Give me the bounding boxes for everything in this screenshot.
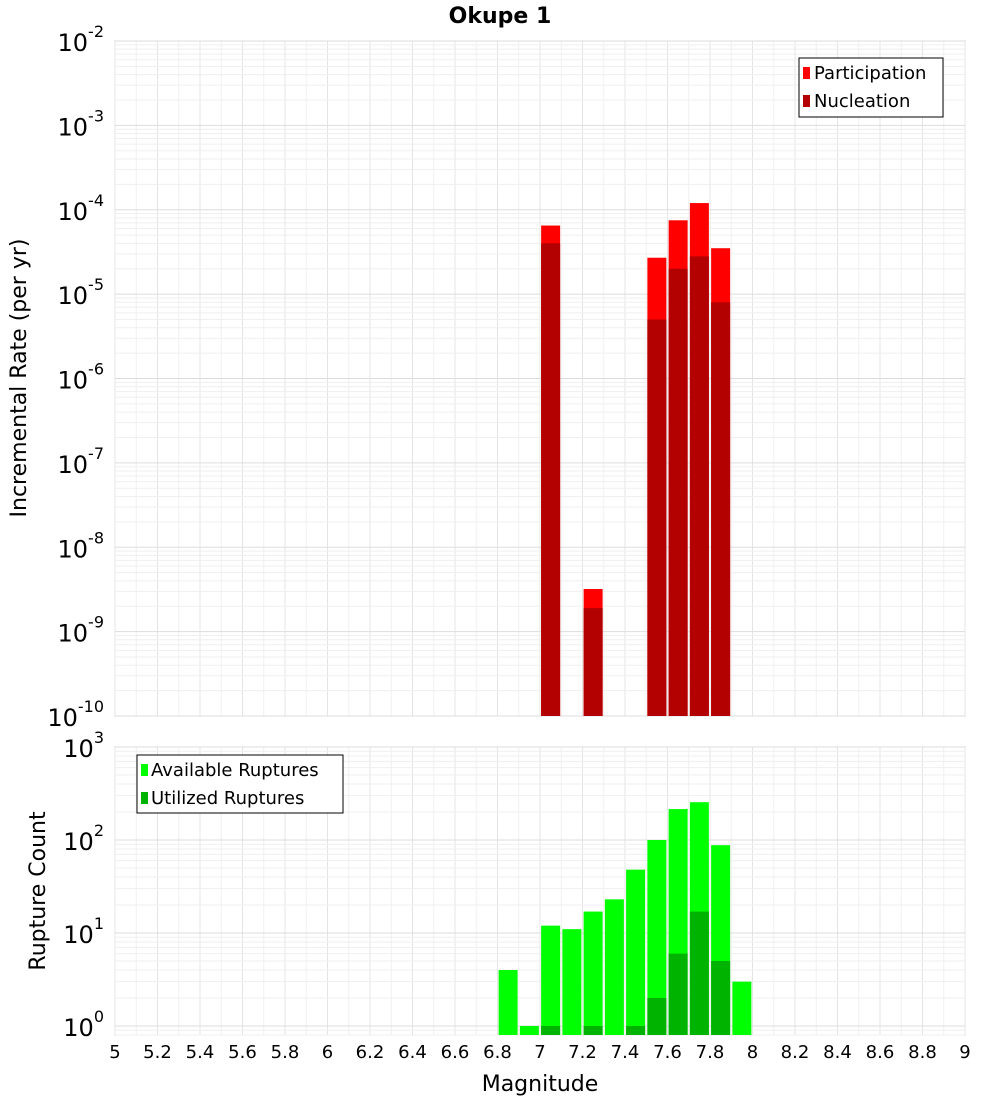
y-tick-label: 10-2	[58, 22, 105, 57]
legend-swatch-utilized	[141, 792, 148, 804]
x-tick-label: 5.4	[186, 1042, 215, 1063]
y-tick-label: 102	[63, 821, 104, 856]
x-tick-label: 6.6	[441, 1042, 470, 1063]
x-tick-label: 8.6	[866, 1042, 895, 1063]
count-bar-utilized-ruptures	[668, 953, 688, 1035]
count-bar-available-ruptures	[498, 969, 518, 1035]
count-bar-available-ruptures	[647, 839, 667, 1035]
y-tick-label: 10-4	[58, 191, 105, 226]
bottom-panel: 100 101 102 103 5 5.2 5.4 5.6 5.8 6 6.2 6.4 6.6 6.8 7…	[26, 728, 971, 1097]
count-bar-utilized-ruptures	[689, 911, 709, 1035]
y-tick-label: 10-5	[58, 275, 105, 310]
x-tick-label: 8.2	[781, 1042, 810, 1063]
rate-bar-nucleation	[689, 256, 709, 716]
count-bar-utilized-ruptures	[647, 997, 667, 1035]
y-tick-label: 10-10	[47, 697, 104, 732]
y-tick-label: 10-9	[58, 613, 105, 648]
rate-bar-nucleation	[711, 302, 731, 716]
bottom-bars	[498, 802, 752, 1035]
count-bar-available-ruptures	[519, 1025, 539, 1035]
top-legend: Participation Nucleation	[798, 57, 944, 118]
x-tick-label: 5.2	[143, 1042, 172, 1063]
rate-bar-nucleation	[541, 243, 561, 717]
rate-bar-nucleation	[647, 319, 667, 716]
count-bar-available-ruptures	[562, 929, 582, 1035]
count-bar-available-ruptures	[541, 925, 561, 1035]
x-tick-label: 8	[747, 1042, 758, 1063]
legend-swatch-participation	[803, 67, 810, 79]
y-tick-label: 10-3	[58, 106, 105, 141]
x-tick-label: 7.6	[653, 1042, 682, 1063]
x-tick-label: 9	[959, 1042, 970, 1063]
top-panel: 10-10 10-9 10-8 10-7 10-6 10-5 10-4 10-3 10-2 In…	[7, 22, 966, 732]
count-bar-utilized-ruptures	[711, 960, 731, 1035]
x-axis-label: Magnitude	[482, 1072, 599, 1097]
count-bar-available-ruptures	[626, 869, 646, 1035]
x-tick-label: 5.8	[271, 1042, 300, 1063]
bottom-legend: Available Ruptures Utilized Ruptures	[136, 754, 344, 814]
legend-label-utilized: Utilized Ruptures	[151, 788, 304, 809]
x-tick-label: 8.4	[823, 1042, 852, 1063]
bottom-y-tick-labels: 100 101 102 103	[63, 728, 104, 1042]
top-bars	[541, 203, 731, 717]
bottom-legend-box	[136, 754, 344, 814]
x-tick-label: 6	[322, 1042, 333, 1063]
x-tick-labels: 5 5.2 5.4 5.6 5.8 6 6.2 6.4 6.6 6.8 7 7.2 7.4 7.6 7.8 8…	[109, 1042, 970, 1063]
x-tick-label: 7.8	[696, 1042, 725, 1063]
count-bar-utilized-ruptures	[583, 1025, 603, 1035]
count-bar-available-ruptures	[583, 911, 603, 1035]
y-tick-label: 100	[63, 1007, 104, 1042]
x-tick-label: 7.4	[611, 1042, 640, 1063]
y-tick-label: 10-8	[58, 528, 105, 563]
top-y-axis-label: Incremental Rate (per yr)	[7, 239, 32, 518]
x-tick-label: 7	[534, 1042, 545, 1063]
x-tick-label: 8.8	[908, 1042, 937, 1063]
x-tick-label: 6.2	[356, 1042, 385, 1063]
legend-swatch-nucleation	[803, 95, 810, 107]
count-bar-utilized-ruptures	[626, 1025, 646, 1035]
legend-label-nucleation: Nucleation	[814, 91, 910, 112]
rate-bar-nucleation	[583, 608, 603, 716]
legend-swatch-available	[141, 764, 148, 776]
count-bar-available-ruptures	[604, 899, 624, 1035]
count-bar-utilized-ruptures	[541, 1025, 561, 1035]
chart-title: Okupe 1	[449, 4, 552, 29]
top-legend-box	[798, 57, 944, 118]
bottom-y-axis-label: Rupture Count	[26, 811, 51, 971]
x-tick-label: 5	[109, 1042, 120, 1063]
legend-label-participation: Participation	[814, 63, 926, 84]
legend-label-available: Available Ruptures	[151, 760, 319, 781]
rate-bar-nucleation	[668, 268, 688, 716]
y-tick-label: 103	[63, 728, 104, 763]
x-tick-label: 6.8	[483, 1042, 512, 1063]
top-y-tick-labels: 10-10 10-9 10-8 10-7 10-6 10-5 10-4 10-3 10-2	[47, 22, 104, 732]
y-tick-label: 10-7	[58, 444, 105, 479]
x-tick-label: 5.6	[228, 1042, 257, 1063]
count-bar-available-ruptures	[732, 981, 752, 1035]
x-tick-label: 7.2	[568, 1042, 597, 1063]
y-tick-label: 101	[63, 914, 104, 949]
x-tick-label: 6.4	[398, 1042, 427, 1063]
top-grid	[114, 40, 966, 717]
y-tick-label: 10-6	[58, 360, 105, 395]
